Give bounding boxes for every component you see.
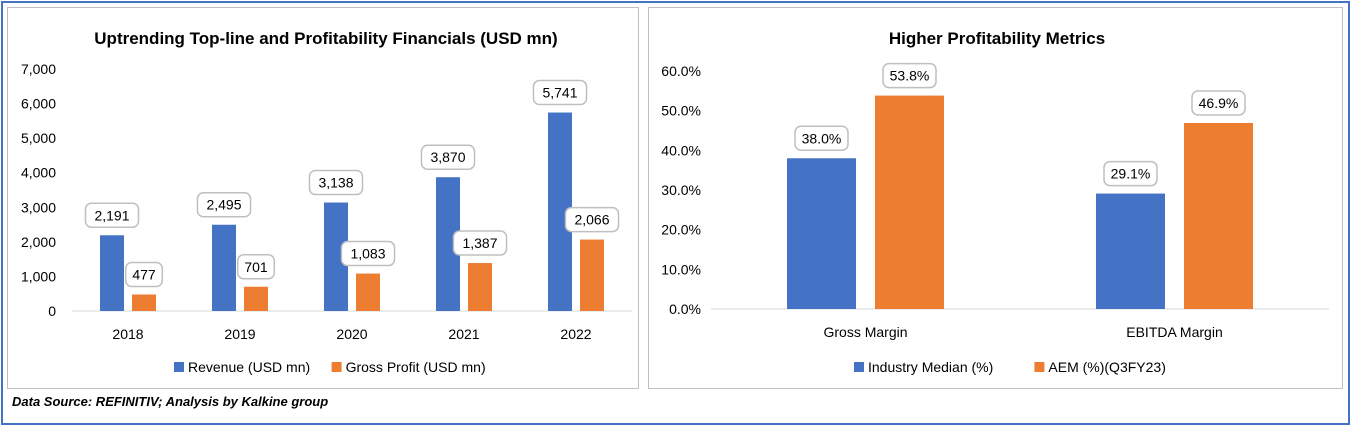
- chart-profitability-svg: Higher Profitability Metrics 0.0% 10.0% 20.…: [661, 29, 1329, 375]
- data-label-box: [1103, 160, 1158, 187]
- data-label-box: [236, 254, 276, 280]
- data-label-box: [532, 79, 588, 106]
- data-label-box: [564, 206, 620, 233]
- chart-financials: Uptrending Top-line and Profitability Fi…: [7, 7, 639, 389]
- data-label: 3,870: [430, 149, 465, 165]
- data-label: 2,191: [94, 207, 129, 223]
- bar: [468, 263, 492, 311]
- y-tick-label: 1,000: [21, 268, 56, 284]
- data-label: 53.8%: [890, 68, 930, 84]
- legend-label: Revenue (USD mn): [188, 359, 310, 375]
- bar: [1184, 122, 1253, 309]
- legend-label: Industry Median (%): [868, 359, 993, 375]
- data-label-box: [308, 169, 364, 196]
- bar: [787, 158, 856, 309]
- data-label: 701: [244, 259, 268, 275]
- chart-financials-svg: Uptrending Top-line and Profitability Fi…: [21, 29, 632, 375]
- bar: [356, 273, 380, 311]
- data-label-box: [420, 144, 476, 170]
- legend-label: Gross Profit (USD mn): [346, 359, 486, 375]
- data-label-box: [794, 125, 849, 152]
- x-tick-label: Gross Margin: [823, 324, 907, 340]
- y-tick-label: 2,000: [21, 234, 56, 250]
- data-source-note: Data Source: REFINITIV; Analysis by Kalk…: [12, 394, 329, 409]
- bar: [1096, 193, 1165, 309]
- data-label: 29.1%: [1111, 166, 1151, 182]
- y-tick-label: 0.0%: [669, 301, 701, 317]
- legend-swatch: [1034, 362, 1045, 372]
- data-label-box: [84, 202, 140, 229]
- bar: [100, 235, 124, 311]
- y-tick-label: 5,000: [21, 130, 56, 146]
- bar: [875, 95, 944, 310]
- data-label-box: [1191, 90, 1246, 116]
- y-tick-label: 20.0%: [661, 222, 701, 238]
- y-tick-label: 6,000: [21, 96, 56, 112]
- chart-profitability: Higher Profitability Metrics 0.0% 10.0% 20.…: [648, 7, 1343, 389]
- legend-swatch: [174, 362, 184, 372]
- y-tick-label: 50.0%: [661, 103, 701, 119]
- data-label-box: [882, 62, 937, 89]
- x-tick-label: EBITDA Margin: [1126, 324, 1222, 340]
- data-label: 2,495: [206, 197, 241, 213]
- data-label: 3,138: [318, 175, 353, 191]
- bar: [212, 224, 236, 311]
- data-label: 38.0%: [802, 130, 842, 146]
- bar: [244, 286, 268, 311]
- chart-title: Uptrending Top-line and Profitability Fi…: [94, 29, 557, 48]
- legend-label: AEM (%)(Q3FY23): [1048, 359, 1165, 375]
- data-label: 5,741: [542, 85, 577, 101]
- bar: [132, 294, 156, 311]
- legend-swatch: [854, 362, 864, 372]
- y-tick-label: 7,000: [21, 61, 56, 77]
- data-label-box: [196, 191, 252, 218]
- chart-title: Higher Profitability Metrics: [889, 29, 1105, 48]
- data-label: 46.9%: [1199, 95, 1239, 111]
- y-tick-label: 3,000: [21, 199, 56, 215]
- y-tick-label: 60.0%: [661, 63, 701, 79]
- y-tick-label: 0: [48, 303, 56, 319]
- data-label: 1,387: [462, 235, 497, 251]
- legend-swatch: [331, 362, 342, 372]
- y-tick-label: 40.0%: [661, 142, 701, 158]
- bar: [580, 239, 604, 311]
- data-label: 2,066: [574, 212, 609, 228]
- x-tick-label: 2020: [336, 326, 367, 342]
- data-label-box: [452, 230, 508, 256]
- data-label-box: [340, 240, 396, 267]
- x-tick-label: 2019: [224, 326, 255, 342]
- x-tick-label: 2021: [448, 326, 479, 342]
- y-tick-label: 10.0%: [661, 261, 701, 277]
- data-label: 477: [132, 267, 156, 283]
- data-label-box: [124, 261, 164, 288]
- data-label: 1,083: [350, 246, 385, 262]
- y-tick-label: 30.0%: [661, 182, 701, 198]
- y-tick-label: 4,000: [21, 165, 56, 181]
- x-tick-label: 2022: [560, 326, 591, 342]
- x-tick-label: 2018: [112, 326, 143, 342]
